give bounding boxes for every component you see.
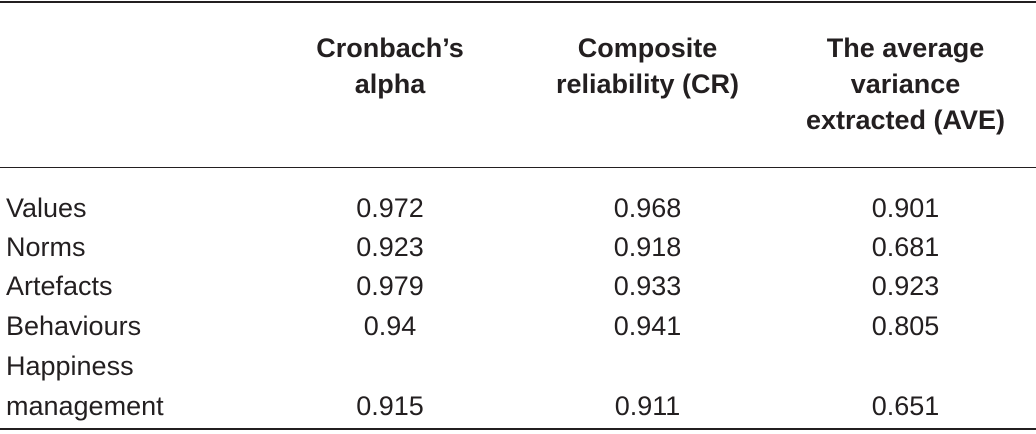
header-composite-reliability: Composite reliability (CR)	[555, 33, 740, 99]
cell-ave: 0.805	[871, 311, 940, 341]
table-bottom-rule	[0, 428, 1036, 430]
cell-cronbachs-alpha: 0.915	[356, 391, 424, 421]
cell-cronbachs-alpha: 0.923	[356, 232, 424, 262]
header-average-variance-extracted: The average variance extracted (AVE)	[805, 33, 1006, 135]
row-label: Norms	[6, 232, 86, 262]
cell-cronbachs-alpha: 0.94	[363, 311, 417, 341]
table-header-rule	[0, 167, 1036, 168]
cell-ave: 0.681	[871, 232, 940, 262]
cell-composite-reliability: 0.911	[614, 391, 681, 421]
cell-ave: 0.923	[871, 271, 940, 301]
row-label: Artefacts	[6, 271, 113, 301]
cell-ave: 0.901	[871, 193, 940, 223]
header-cronbachs-alpha: Cronbach’s alpha	[316, 33, 464, 99]
row-label: Happiness management	[6, 351, 164, 421]
table-top-rule	[0, 1, 1036, 3]
cell-composite-reliability: 0.918	[613, 232, 682, 262]
cell-cronbachs-alpha: 0.979	[356, 271, 424, 301]
cell-cronbachs-alpha: 0.972	[356, 193, 424, 223]
row-label: Behaviours	[6, 311, 142, 341]
cell-composite-reliability: 0.933	[613, 271, 682, 301]
row-label: Values	[6, 193, 87, 223]
cell-ave: 0.651	[871, 391, 940, 421]
cell-composite-reliability: 0.968	[613, 193, 682, 223]
cell-composite-reliability: 0.941	[613, 311, 682, 341]
